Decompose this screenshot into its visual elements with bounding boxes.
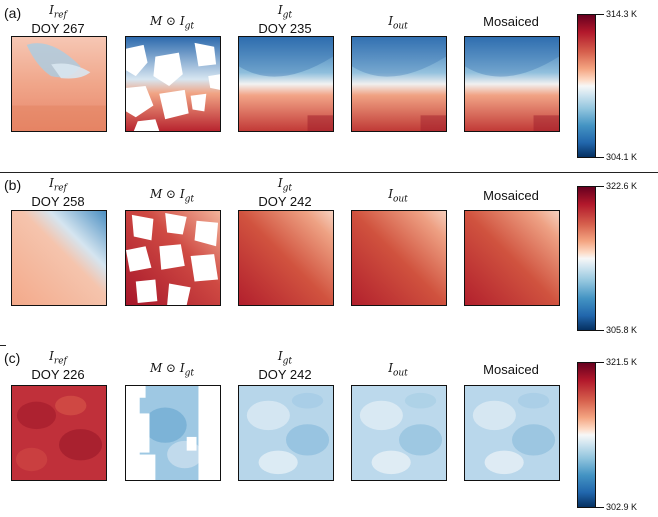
image-masked xyxy=(125,385,221,481)
colorbar-tick-max xyxy=(596,186,604,187)
panel-title-ref: Iref DOY 258 xyxy=(31,176,85,210)
image-out xyxy=(351,210,447,306)
colorbar-tick-min xyxy=(596,157,604,158)
colorbar-max-label: 314.3 K xyxy=(606,9,638,19)
panel-title-out: Iout xyxy=(388,361,408,379)
panel-title-masked: M ⊙ Igt xyxy=(149,361,195,379)
image-gt xyxy=(238,210,334,306)
image-mosaiced xyxy=(464,385,560,481)
panel-title-mosaiced: Mosaiced xyxy=(483,14,539,29)
image-masked xyxy=(125,210,221,306)
image-ref xyxy=(11,385,107,481)
row-label: (c) xyxy=(4,350,21,366)
colorbar xyxy=(577,362,596,508)
image-ref xyxy=(11,36,107,132)
colorbar-tick-min xyxy=(596,507,604,508)
panel-title-out: Iout xyxy=(388,187,408,205)
image-gt xyxy=(238,36,334,132)
colorbar-max-label: 322.6 K xyxy=(606,181,638,191)
panel-title-ref: Iref DOY 226 xyxy=(31,349,85,383)
colorbar-tick-min xyxy=(596,330,604,331)
panel-title-mosaiced: Mosaiced xyxy=(483,188,539,203)
image-mosaiced xyxy=(464,210,560,306)
panel-title-ref: Iref DOY 267 xyxy=(31,3,85,37)
colorbar-max-label: 321.5 K xyxy=(606,357,638,367)
panel-title-masked: M ⊙ Igt xyxy=(149,14,195,32)
colorbar xyxy=(577,186,596,331)
colorbar xyxy=(577,14,596,158)
panel-title-gt: Igt DOY 242 xyxy=(258,176,312,210)
colorbar-tick-max xyxy=(596,362,604,363)
panel-title-gt: Igt DOY 242 xyxy=(258,349,312,383)
image-ref xyxy=(11,210,107,306)
image-masked xyxy=(125,36,221,132)
colorbar-min-label: 305.8 K xyxy=(606,325,638,335)
image-mosaiced xyxy=(464,36,560,132)
colorbar-min-label: 302.9 K xyxy=(606,502,638,512)
row-a: (a) Iref DOY 267 M ⊙ Igt Igt DOY 235 Iou… xyxy=(0,0,658,170)
image-out xyxy=(351,36,447,132)
colorbar-min-label: 304.1 K xyxy=(606,152,638,162)
row-c: (c) Iref DOY 226 M ⊙ Igt Igt DOY 242 Iou… xyxy=(0,345,658,517)
row-divider xyxy=(0,345,6,346)
image-gt xyxy=(238,385,334,481)
panel-title-masked: M ⊙ Igt xyxy=(149,187,195,205)
image-out xyxy=(351,385,447,481)
row-divider xyxy=(0,172,658,173)
panel-title-out: Iout xyxy=(388,14,408,32)
row-label: (a) xyxy=(4,5,22,21)
colorbar-tick-max xyxy=(596,14,604,15)
row-label: (b) xyxy=(4,177,22,193)
panel-title-gt: Igt DOY 235 xyxy=(258,3,312,37)
row-b: (b) Iref DOY 258 M ⊙ Igt Igt DOY 242 Iou… xyxy=(0,172,658,342)
panel-title-mosaiced: Mosaiced xyxy=(483,362,539,377)
